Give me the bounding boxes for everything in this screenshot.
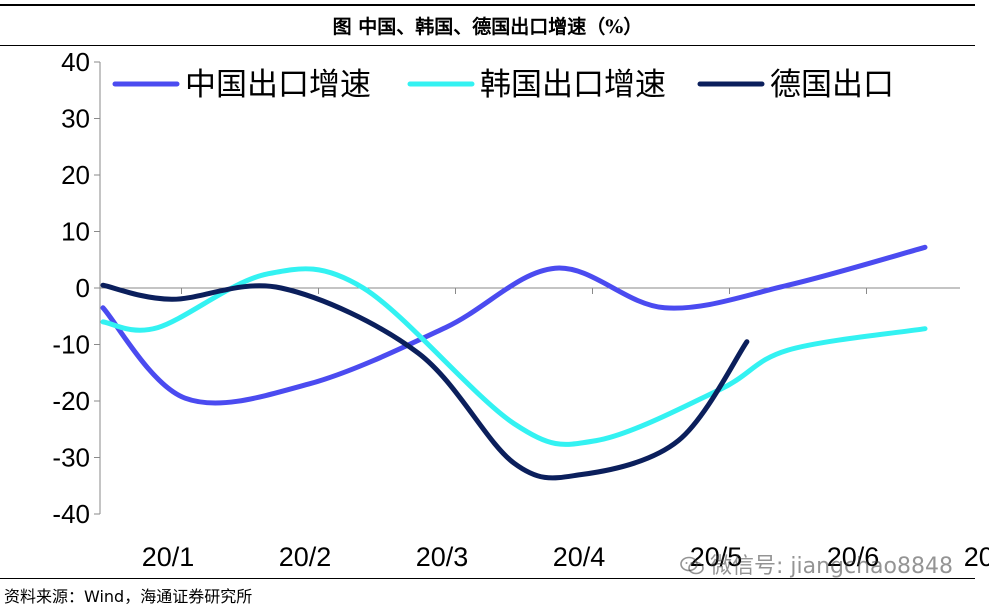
y-tick-label: -20 [52,386,90,416]
footer-rule [0,578,975,579]
y-tick-label: -40 [52,499,90,529]
x-tick-label: 20/4 [553,542,606,572]
x-tick-label: 20/2 [279,542,332,572]
y-tick-label: -10 [52,330,90,360]
line-chart: 40 30 20 10 0 -10 -20 -30 -40 20/1 20/2 20/3 20/4 20/… [52,47,989,572]
legend-label-0: 中国出口增速 [185,67,371,102]
y-tick-label: -30 [52,443,90,473]
source-note: 资料来源：Wind，海通证券研究所 [4,587,253,606]
chart-area: 40 30 20 10 0 -10 -20 -30 -40 20/1 20/2 20/3 20/4 20/… [0,47,989,576]
series-line-1 [100,266,928,447]
x-tick-label: 20/3 [416,542,469,572]
y-tick-label: 20 [61,160,90,190]
chart-header: 图 中国、韩国、德国出口增速（%） [0,0,989,48]
x-tick-label: 20/6 [827,542,880,572]
series-line-0 [100,244,928,406]
y-tick-label: 0 [76,273,90,303]
series-lines [100,244,928,481]
watermark-text: 微信号: jiangchao8848 [710,554,953,579]
series-line-2 [100,282,750,481]
legend: 中国出口增速 韩国出口增速 德国出口 [112,67,894,102]
wechat-icon [680,556,704,575]
y-tick-label: 30 [61,104,90,134]
top-rule [0,4,975,6]
title-rule [0,45,975,46]
legend-label-1: 韩国出口增速 [480,67,666,102]
watermark: 微信号: jiangchao8848 [680,548,953,580]
legend-label-2: 德国出口 [770,67,894,102]
x-tick-label: 20/1 [142,542,195,572]
x-tick-label: 20/5 [690,542,743,572]
chart-footer: 资料来源：Wind，海通证券研究所 [0,578,975,609]
axes: 40 30 20 10 0 -10 -20 -30 -40 20/1 20/2 20/3 20/4 20/… [52,47,989,572]
x-tick-label: 20/7 [964,542,989,572]
chart-title: 图 中国、韩国、德国出口增速（%） [332,16,643,38]
y-tick-label: 10 [61,217,90,247]
y-tick-label: 40 [61,48,90,77]
